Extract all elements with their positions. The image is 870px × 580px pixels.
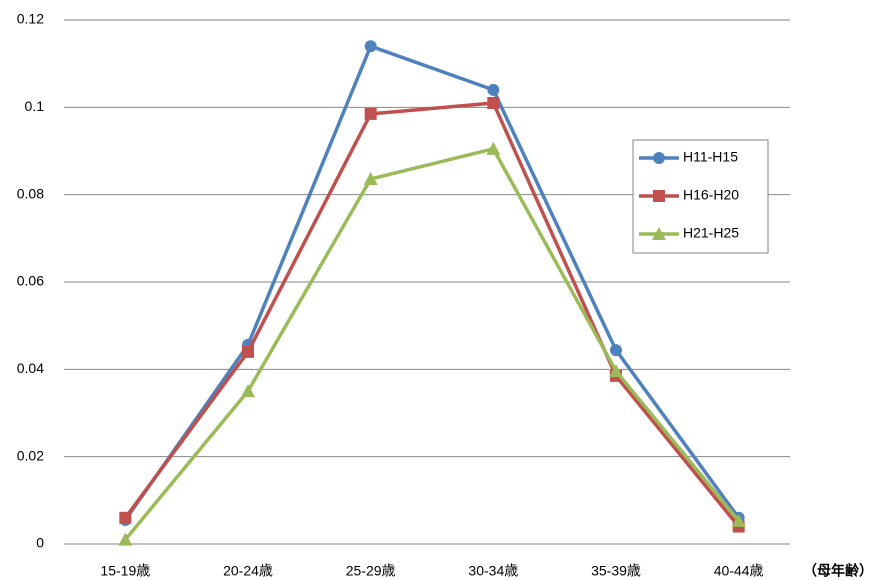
y-tick-label: 0.08 [17, 185, 44, 201]
y-tick-label: 0.06 [17, 273, 44, 289]
marker [242, 345, 254, 358]
marker [487, 83, 500, 96]
legend-marker [653, 152, 665, 164]
x-tick-label: 25-29歳 [346, 563, 396, 579]
x-tick-label: 35-39歳 [591, 563, 641, 579]
y-tick-label: 0 [36, 535, 44, 551]
marker [364, 107, 377, 120]
marker [609, 364, 623, 378]
legend-marker [652, 227, 666, 240]
marker [363, 171, 378, 185]
x-axis-label: （母年齢） [803, 563, 870, 579]
marker [119, 511, 132, 524]
marker [610, 344, 622, 357]
legend-marker [653, 190, 665, 202]
marker [731, 513, 746, 527]
marker [486, 141, 501, 155]
legend: H11-H15 H16-H20 H21-H25 [632, 139, 769, 254]
series-line [123, 147, 741, 541]
y-tick-label: 0.02 [17, 447, 44, 463]
x-tick-label: 30-34歳 [468, 563, 518, 579]
y-tick-label: 0.04 [17, 360, 44, 376]
y-tick-label: 0.12 [17, 11, 44, 27]
legend-label: H16-H20 [683, 187, 739, 203]
x-tick-label: 15-19歳 [100, 563, 150, 579]
series-line [123, 44, 741, 521]
marker [241, 384, 255, 398]
x-tick-label: 20-24歳 [223, 563, 273, 579]
y-tick-label: 0.1 [25, 98, 45, 114]
legend-label: H21-H25 [683, 225, 739, 241]
series-line [123, 101, 741, 528]
marker [364, 40, 377, 53]
marker [487, 96, 500, 109]
legend-label: H11-H15 [683, 149, 738, 165]
marker [118, 532, 133, 546]
x-tick-label: 40-44歳 [714, 563, 764, 579]
